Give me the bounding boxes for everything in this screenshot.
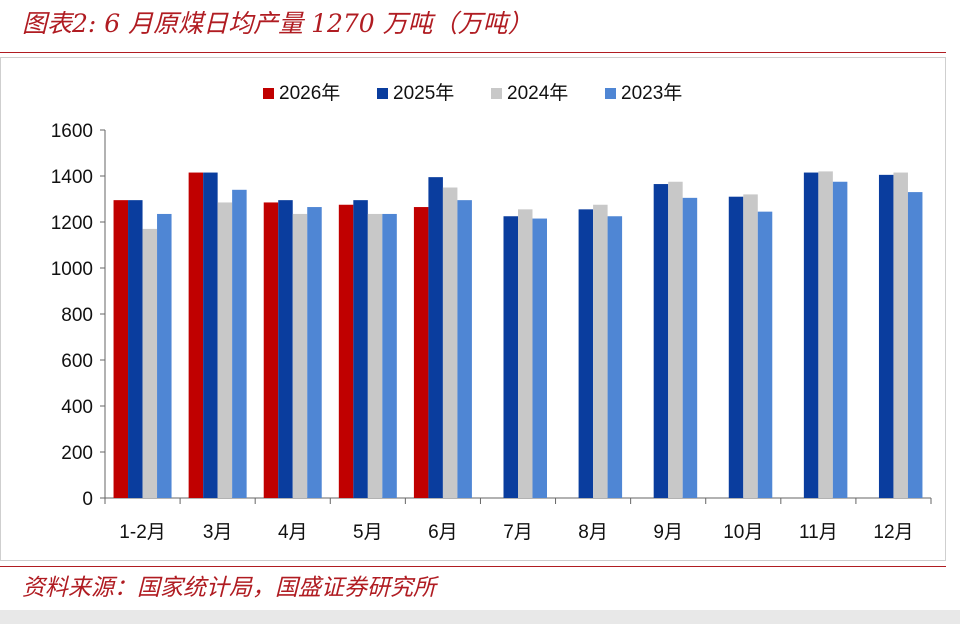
- bar-2024年-1-2月: [142, 228, 158, 498]
- y-tick-label: 0: [82, 489, 93, 510]
- x-tick-label: 5月: [353, 522, 383, 543]
- y-tick-label: 200: [61, 443, 93, 464]
- y-tick-label: 1200: [51, 213, 93, 234]
- bar-2023年-12月: [907, 192, 923, 498]
- bar-2025年-4月: [278, 200, 293, 498]
- bar-2023年-4月: [307, 207, 322, 499]
- bar-2026年-5月: [338, 204, 354, 498]
- x-tick-label: 8月: [578, 522, 608, 543]
- x-tick-label: 6月: [428, 522, 458, 543]
- bar-2023年-9月: [682, 197, 698, 498]
- legend-swatch: [491, 88, 502, 99]
- legend-label: 2025年: [393, 82, 454, 104]
- title-divider: [0, 52, 946, 53]
- x-tick-label: 1-2月: [119, 522, 165, 543]
- bar-2023年-8月: [607, 216, 623, 498]
- page-bottom-strip: [0, 610, 960, 624]
- bar-2024年-4月: [292, 213, 308, 498]
- y-tick-label: 600: [61, 351, 93, 372]
- bar-2026年-3月: [188, 172, 204, 499]
- y-tick-label: 1600: [51, 121, 93, 142]
- bar-2024年-3月: [217, 202, 233, 498]
- bar-2023年-3月: [232, 189, 247, 499]
- x-tick-label: 3月: [203, 522, 233, 543]
- bar-chart: 0 200 400 600 800 1000 1200 1400 1600 1-2月 3月 4月 5月 6…: [51, 82, 932, 543]
- bar-2023年-7月: [532, 218, 547, 499]
- bar-2026年-1-2月: [113, 200, 129, 498]
- legend-swatch: [377, 88, 388, 99]
- x-tick-label: 4月: [278, 522, 308, 543]
- bar-2024年-11月: [818, 171, 833, 498]
- bar-2025年-9月: [653, 184, 669, 499]
- bar-2025年-5月: [353, 200, 368, 498]
- bar-2024年-6月: [442, 187, 458, 498]
- bar-2024年-9月: [668, 181, 683, 498]
- legend-swatch: [263, 88, 274, 99]
- chart-frame: 0 200 400 600 800 1000 1200 1400 1600 1-2月 3月 4月 5月 6…: [0, 57, 946, 561]
- bar-2026年-4月: [263, 202, 279, 498]
- bar-2023年-11月: [832, 181, 848, 498]
- chart-title: 图表2: 6 月原煤日均产量 1270 万吨（万吨）: [22, 9, 533, 38]
- bar-2023年-10月: [757, 211, 773, 498]
- bar-2024年-7月: [518, 209, 533, 498]
- bar-2023年-1-2月: [157, 213, 172, 498]
- bar-2024年-12月: [893, 172, 908, 499]
- bar-2025年-12月: [878, 174, 894, 498]
- bar-2023年-5月: [382, 213, 397, 498]
- legend-label: 2023年: [621, 82, 682, 104]
- legend-label: 2026年: [279, 82, 340, 104]
- bar-2024年-8月: [593, 204, 608, 498]
- bar-2025年-10月: [728, 196, 744, 498]
- bar-2026年-6月: [413, 207, 429, 499]
- bar-2025年-11月: [803, 172, 819, 499]
- x-tick-label: 10月: [723, 522, 763, 543]
- y-tick-label: 1000: [51, 259, 93, 280]
- x-tick-label: 7月: [503, 522, 533, 543]
- bar-2025年-7月: [503, 216, 518, 498]
- x-tick-label: 11月: [799, 522, 838, 543]
- legend-swatch: [605, 88, 616, 99]
- bar-2025年-3月: [203, 172, 218, 499]
- bar-2025年-1-2月: [128, 200, 143, 498]
- bar-2024年-5月: [367, 213, 383, 498]
- x-tick-label: 12月: [873, 522, 913, 543]
- bar-2024年-10月: [743, 194, 758, 498]
- y-tick-label: 400: [61, 397, 93, 418]
- x-tick-label: 9月: [653, 522, 683, 543]
- y-tick-label: 800: [61, 305, 93, 326]
- source-divider: [0, 566, 946, 567]
- bar-2025年-8月: [578, 209, 594, 498]
- legend-label: 2024年: [507, 82, 568, 104]
- y-tick-label: 1400: [51, 167, 93, 188]
- bar-2025年-6月: [428, 177, 443, 498]
- bar-2023年-6月: [457, 200, 472, 498]
- source-note: 资料来源：国家统计局，国盛证券研究所: [22, 575, 436, 601]
